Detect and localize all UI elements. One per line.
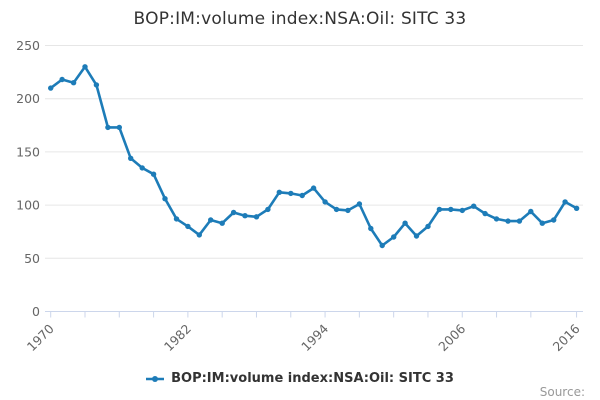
y-tick-label: 150 — [16, 144, 40, 159]
data-point-marker[interactable] — [299, 192, 305, 199]
data-point-marker[interactable] — [93, 82, 100, 88]
y-tick-label: 50 — [24, 251, 40, 266]
x-tick-label: 2006 — [435, 321, 468, 354]
legend-item[interactable]: BOP:IM:volume index:NSA:Oil: SITC 33 — [0, 371, 600, 386]
data-point-marker[interactable] — [105, 124, 111, 131]
x-tick-label: 1970 — [24, 321, 57, 354]
data-point-marker[interactable] — [253, 214, 260, 220]
data-point-marker[interactable] — [230, 209, 237, 216]
source-label: Source: — [539, 385, 585, 399]
data-point-marker[interactable] — [402, 220, 408, 226]
data-point-marker[interactable] — [196, 232, 202, 238]
y-tick-label: 0 — [32, 304, 40, 319]
gridlines — [45, 45, 583, 259]
legend-line-marker-icon — [146, 375, 165, 382]
data-point-marker[interactable] — [493, 216, 500, 222]
data-point-marker[interactable] — [219, 220, 225, 226]
data-point-marker[interactable] — [150, 171, 157, 177]
data-point-marker[interactable] — [379, 242, 385, 249]
data-point-marker[interactable] — [173, 216, 180, 222]
data-point-marker[interactable] — [116, 124, 123, 131]
data-point-marker[interactable] — [505, 218, 511, 224]
data-point-marker[interactable] — [528, 208, 534, 215]
data-point-marker[interactable] — [562, 199, 568, 205]
data-point-marker[interactable] — [448, 206, 454, 213]
data-point-marker[interactable] — [345, 207, 351, 214]
x-tick-label: 2016 — [550, 321, 583, 354]
x-tick-label: 1994 — [298, 321, 331, 354]
data-point-marker[interactable] — [516, 218, 523, 224]
data-point-marker[interactable] — [276, 189, 282, 195]
data-point-marker[interactable] — [70, 80, 77, 86]
data-point-marker[interactable] — [48, 85, 54, 91]
data-point-marker[interactable] — [185, 223, 191, 230]
data-point-marker[interactable] — [425, 223, 431, 230]
x-axis — [45, 311, 583, 318]
data-point-marker[interactable] — [539, 220, 545, 226]
data-point-marker[interactable] — [551, 217, 557, 223]
data-point-marker[interactable] — [59, 76, 65, 83]
data-point-marker[interactable] — [482, 210, 488, 217]
chart-title: BOP:IM:volume index:NSA:Oil: SITC 33 — [133, 9, 467, 29]
data-point-marker[interactable] — [128, 155, 134, 161]
series — [48, 64, 580, 249]
data-point-marker[interactable] — [310, 185, 317, 191]
data-point-marker[interactable] — [265, 206, 271, 213]
x-axis-labels: 1970 1982 1994 2006 2016 — [24, 321, 583, 354]
y-tick-label: 200 — [16, 91, 40, 106]
data-point-marker[interactable] — [139, 165, 145, 171]
legend-label: BOP:IM:volume index:NSA:Oil: SITC 33 — [171, 371, 454, 386]
data-point-marker[interactable] — [208, 217, 214, 223]
data-point-marker[interactable] — [459, 207, 465, 214]
data-point-marker[interactable] — [322, 199, 328, 205]
data-point-marker[interactable] — [242, 213, 248, 219]
x-tick-label: 1982 — [161, 321, 194, 354]
y-tick-label: 100 — [16, 198, 40, 213]
data-point-marker[interactable] — [573, 205, 580, 211]
data-point-marker[interactable] — [82, 64, 88, 70]
data-point-marker[interactable] — [471, 203, 477, 209]
data-point-marker[interactable] — [391, 234, 397, 240]
y-axis-labels: 0 50 100 150 200 250 — [16, 38, 40, 319]
data-point-marker[interactable] — [162, 196, 168, 202]
data-point-marker[interactable] — [436, 206, 443, 213]
y-tick-label: 250 — [16, 38, 40, 53]
data-point-marker[interactable] — [288, 190, 294, 197]
data-point-marker[interactable] — [413, 233, 420, 239]
data-point-marker[interactable] — [368, 225, 374, 232]
data-point-marker[interactable] — [356, 201, 363, 207]
data-point-marker[interactable] — [333, 206, 340, 213]
